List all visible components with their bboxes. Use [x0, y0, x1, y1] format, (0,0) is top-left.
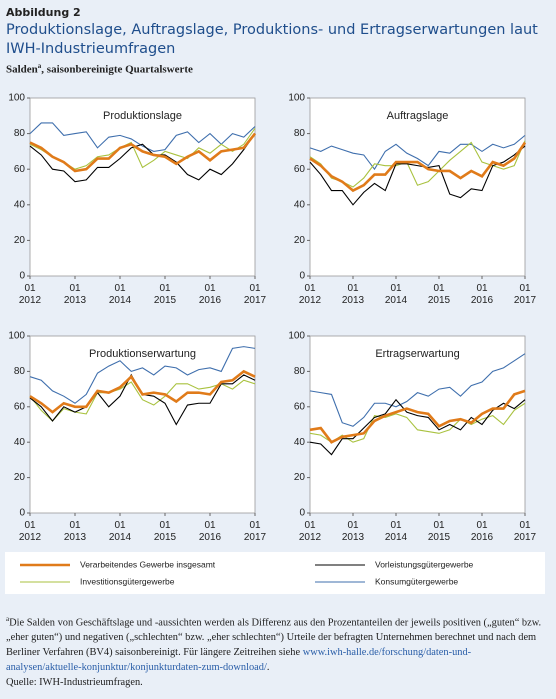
- footnote-marker: a: [6, 615, 10, 623]
- x-tick-label: 01 2016: [471, 520, 494, 543]
- x-tick-label: 01 2012: [19, 520, 42, 543]
- title: Produktionslage, Auftragslage, Produktio…: [6, 22, 538, 57]
- y-tick-label: 40: [294, 199, 306, 210]
- y-tick-label: 40: [294, 437, 306, 448]
- y-tick-label: 100: [288, 93, 305, 104]
- x-tick-label: 01 2014: [385, 520, 408, 543]
- y-tick-label: 20: [14, 472, 26, 483]
- x-tick-label: 01 2015: [154, 520, 177, 543]
- y-tick-label: 0: [299, 508, 305, 519]
- figure-label: Abbildung 2: [6, 6, 81, 19]
- y-tick-label: 20: [294, 472, 306, 483]
- plot-area: [309, 335, 526, 514]
- x-tick-label: 01 2015: [428, 520, 451, 543]
- y-tick-label: 80: [14, 366, 26, 377]
- y-tick-label: 0: [299, 271, 305, 282]
- y-tick-label: 0: [19, 508, 25, 519]
- line: [309, 141, 527, 193]
- y-tick-label: 60: [294, 401, 306, 412]
- x-tick-label: 01 2013: [342, 283, 365, 306]
- source: Quelle: IWH-Industrieumfragen.: [6, 677, 143, 688]
- plot-area: [29, 335, 256, 514]
- legend-label: Vorleistungsgütergewerbe: [375, 559, 474, 569]
- line: [29, 369, 256, 414]
- line: [309, 389, 526, 444]
- y-tick-label: 80: [14, 128, 26, 139]
- y-tick-label: 100: [288, 331, 305, 342]
- line: [309, 398, 526, 456]
- chart-title: Ertragserwartung: [375, 348, 459, 360]
- y-tick-label: 20: [14, 235, 26, 246]
- line: [309, 134, 526, 171]
- x-tick-label: 01 2016: [471, 283, 494, 306]
- y-tick-label: 60: [14, 164, 26, 175]
- y-tick-label: 40: [14, 437, 26, 448]
- chart-title: Produktionserwartung: [89, 348, 196, 360]
- y-tick-label: 20: [294, 235, 306, 246]
- x-tick-label: 01 2013: [64, 520, 87, 543]
- chart-title: Produktionslage: [103, 110, 182, 122]
- plot-area: [29, 97, 256, 277]
- x-tick-label: 01 2017: [244, 283, 267, 306]
- y-tick-label: 80: [294, 128, 306, 139]
- line: [29, 122, 256, 152]
- y-tick-label: 60: [14, 401, 26, 412]
- x-tick-label: 01 2014: [109, 520, 132, 543]
- legend-label: Investitionsgütergewerbe: [80, 576, 175, 586]
- y-tick-label: 40: [14, 199, 26, 210]
- y-tick-label: 0: [19, 271, 25, 282]
- x-tick-label: 01 2012: [19, 283, 42, 306]
- legend-label: Konsumgütergewerbe: [375, 576, 458, 586]
- y-tick-label: 80: [294, 366, 306, 377]
- x-tick-label: 01 2013: [64, 283, 87, 306]
- legend-label: Verarbeitendes Gewerbe insgesamt: [80, 559, 216, 569]
- subtitle: Saldena, saisonbereinigte Quartalswerte: [6, 62, 193, 76]
- x-tick-label: 01 2014: [109, 283, 132, 306]
- line: [29, 132, 257, 173]
- legend-box: [5, 552, 545, 594]
- line: [309, 145, 526, 206]
- link[interactable]: www.iwh-halle.de/forschung/daten-und-ana…: [6, 647, 472, 674]
- x-tick-label: 01 2013: [342, 520, 365, 543]
- footnote-text: Die Salden von Geschäftslage und -aussic…: [6, 617, 542, 659]
- line: [29, 346, 256, 404]
- x-tick-label: 01 2014: [385, 283, 408, 306]
- footnote: aDie Salden von Geschäftslage und -aussi…: [6, 612, 546, 675]
- x-tick-label: 01 2016: [199, 283, 222, 306]
- x-tick-label: 01 2017: [514, 283, 537, 306]
- subtitle-text: , saisonbereinigte Quartalswerte: [41, 63, 193, 76]
- x-tick-label: 01 2017: [244, 520, 267, 543]
- x-tick-label: 01 2012: [299, 520, 322, 543]
- footnote-marker: a: [37, 62, 42, 70]
- x-tick-label: 01 2015: [154, 283, 177, 306]
- x-tick-label: 01 2015: [428, 283, 451, 306]
- line: [29, 133, 256, 183]
- y-tick-label: 100: [8, 331, 25, 342]
- x-tick-label: 01 2012: [299, 283, 322, 306]
- chart-title: Auftragslage: [387, 110, 449, 122]
- footnote-text: .: [266, 662, 270, 674]
- line: [309, 353, 526, 427]
- y-tick-label: 100: [8, 93, 25, 104]
- y-tick-label: 60: [294, 164, 306, 175]
- subtitle-text: Salden: [6, 63, 38, 76]
- plot-area: [309, 97, 526, 277]
- x-tick-label: 01 2017: [514, 520, 537, 543]
- x-tick-label: 01 2016: [199, 520, 222, 543]
